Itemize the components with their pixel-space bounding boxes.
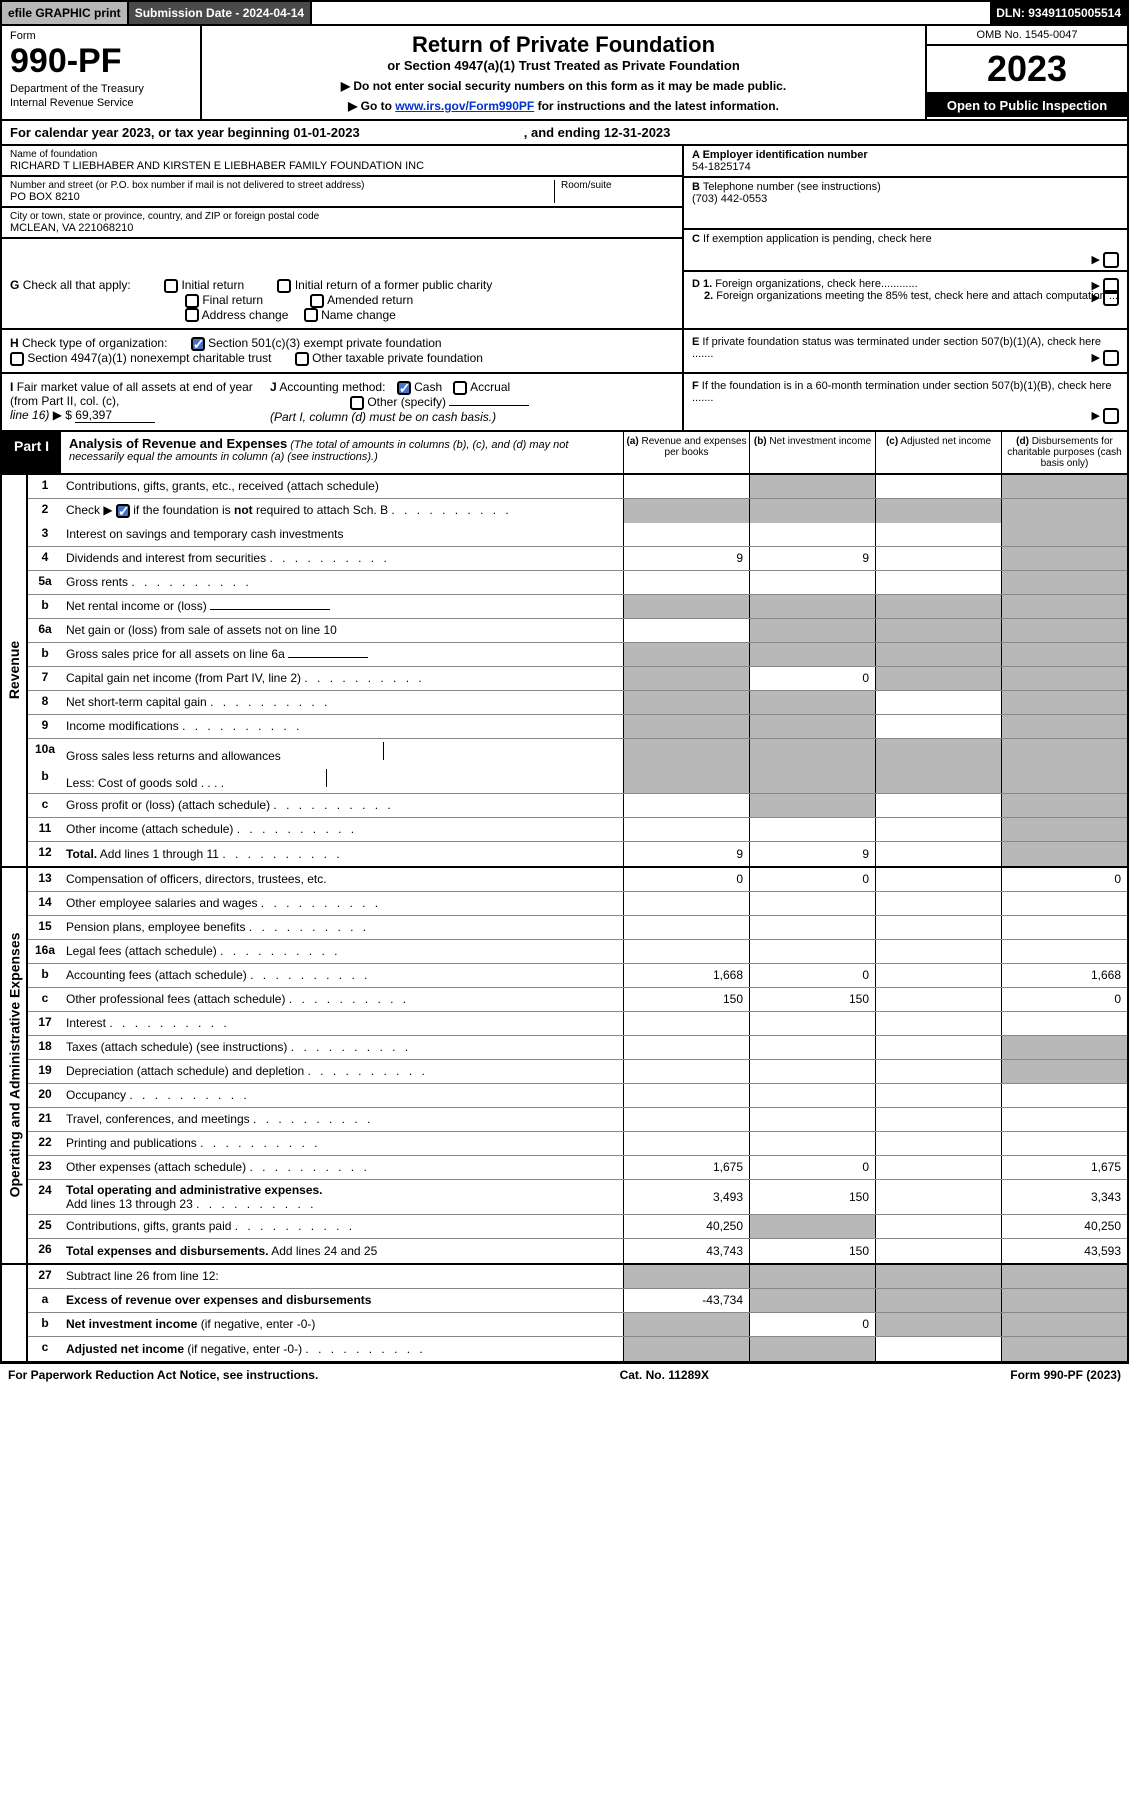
submission-date: Submission Date - 2024-04-14 xyxy=(129,2,312,24)
pending-checkbox[interactable] xyxy=(1103,252,1119,268)
address-change-checkbox[interactable] xyxy=(185,308,199,322)
ein-label: A Employer identification number xyxy=(692,149,1119,161)
address-value: PO BOX 8210 xyxy=(10,191,554,203)
identity-block: Name of foundation RICHARD T LIEBHABER A… xyxy=(0,146,1129,272)
part1-label: Part I xyxy=(2,432,61,473)
501c3-checkbox[interactable] xyxy=(191,337,205,351)
cash-checkbox[interactable] xyxy=(397,381,411,395)
form-header: Form 990-PF Department of the Treasury I… xyxy=(0,26,1129,121)
expenses-section: Operating and Administrative Expenses 13… xyxy=(0,868,1129,1265)
city-label: City or town, state or province, country… xyxy=(10,211,674,222)
paperwork-notice: For Paperwork Reduction Act Notice, see … xyxy=(8,1368,318,1382)
revenue-side-label: Revenue xyxy=(6,641,22,699)
catalog-number: Cat. No. 11289X xyxy=(620,1368,709,1382)
expenses-side-label: Operating and Administrative Expenses xyxy=(6,933,22,1198)
top-bar: efile GRAPHIC print Submission Date - 20… xyxy=(0,0,1129,26)
form-ref: Form 990-PF (2023) xyxy=(1010,1368,1121,1382)
d2-checkbox[interactable] xyxy=(1103,290,1119,306)
other-method-checkbox[interactable] xyxy=(350,396,364,410)
other-taxable-checkbox[interactable] xyxy=(295,352,309,366)
accrual-checkbox[interactable] xyxy=(453,381,467,395)
e-checkbox[interactable] xyxy=(1103,350,1119,366)
pending-c-label: C xyxy=(692,233,700,245)
dln-label: DLN: 93491105005514 xyxy=(990,2,1127,24)
name-change-checkbox[interactable] xyxy=(304,308,318,322)
efile-print-button[interactable]: efile GRAPHIC print xyxy=(2,2,129,24)
line16-value: 69,397 xyxy=(75,408,155,423)
4947-checkbox[interactable] xyxy=(10,352,24,366)
g-d-section: G Check all that apply: Initial return I… xyxy=(0,272,1129,330)
page-footer: For Paperwork Reduction Act Notice, see … xyxy=(0,1363,1129,1386)
city-value: MCLEAN, VA 221068210 xyxy=(10,222,674,234)
tax-year: 2023 xyxy=(927,46,1127,94)
h-e-section: H Check type of organization: Section 50… xyxy=(0,330,1129,374)
form-number: 990-PF xyxy=(10,42,192,81)
ein-value: 54-1825174 xyxy=(692,161,1119,173)
initial-former-checkbox[interactable] xyxy=(277,279,291,293)
final-return-checkbox[interactable] xyxy=(185,294,199,308)
form990pf-link[interactable]: www.irs.gov/Form990PF xyxy=(395,99,534,113)
form-label: Form xyxy=(10,30,192,42)
line27-section: 27Subtract line 26 from line 12: aExcess… xyxy=(0,1265,1129,1363)
phone-b-label: B xyxy=(692,181,700,193)
amended-return-checkbox[interactable] xyxy=(310,294,324,308)
schb-checkbox[interactable] xyxy=(116,504,130,518)
phone-label: Telephone number (see instructions) xyxy=(703,181,881,193)
open-to-public-badge: Open to Public Inspection xyxy=(927,94,1127,117)
calendar-year-line: For calendar year 2023, or tax year begi… xyxy=(0,121,1129,146)
f-checkbox[interactable] xyxy=(1103,408,1119,424)
revenue-section: Revenue 1Contributions, gifts, grants, e… xyxy=(0,475,1129,868)
room-label: Room/suite xyxy=(561,180,612,191)
instructions-link-line: ▶ Go to www.irs.gov/Form990PF for instru… xyxy=(212,99,915,113)
i-j-f-section: I Fair market value of all assets at end… xyxy=(0,374,1129,432)
dept-treasury: Department of the Treasury xyxy=(10,83,192,95)
pending-text: If exemption application is pending, che… xyxy=(703,233,932,245)
form-subtitle: or Section 4947(a)(1) Trust Treated as P… xyxy=(212,58,915,73)
address-label: Number and street (or P.O. box number if… xyxy=(10,180,554,191)
name-label: Name of foundation xyxy=(10,149,674,160)
initial-return-checkbox[interactable] xyxy=(164,279,178,293)
part1-header: Part I Analysis of Revenue and Expenses … xyxy=(0,432,1129,475)
omb-number: OMB No. 1545-0047 xyxy=(927,26,1127,46)
foundation-name: RICHARD T LIEBHABER AND KIRSTEN E LIEBHA… xyxy=(10,160,674,172)
phone-value: (703) 442-0553 xyxy=(692,193,1119,205)
dept-irs: Internal Revenue Service xyxy=(10,97,192,109)
ssn-warning: ▶ Do not enter social security numbers o… xyxy=(212,79,915,93)
form-title: Return of Private Foundation xyxy=(212,32,915,58)
